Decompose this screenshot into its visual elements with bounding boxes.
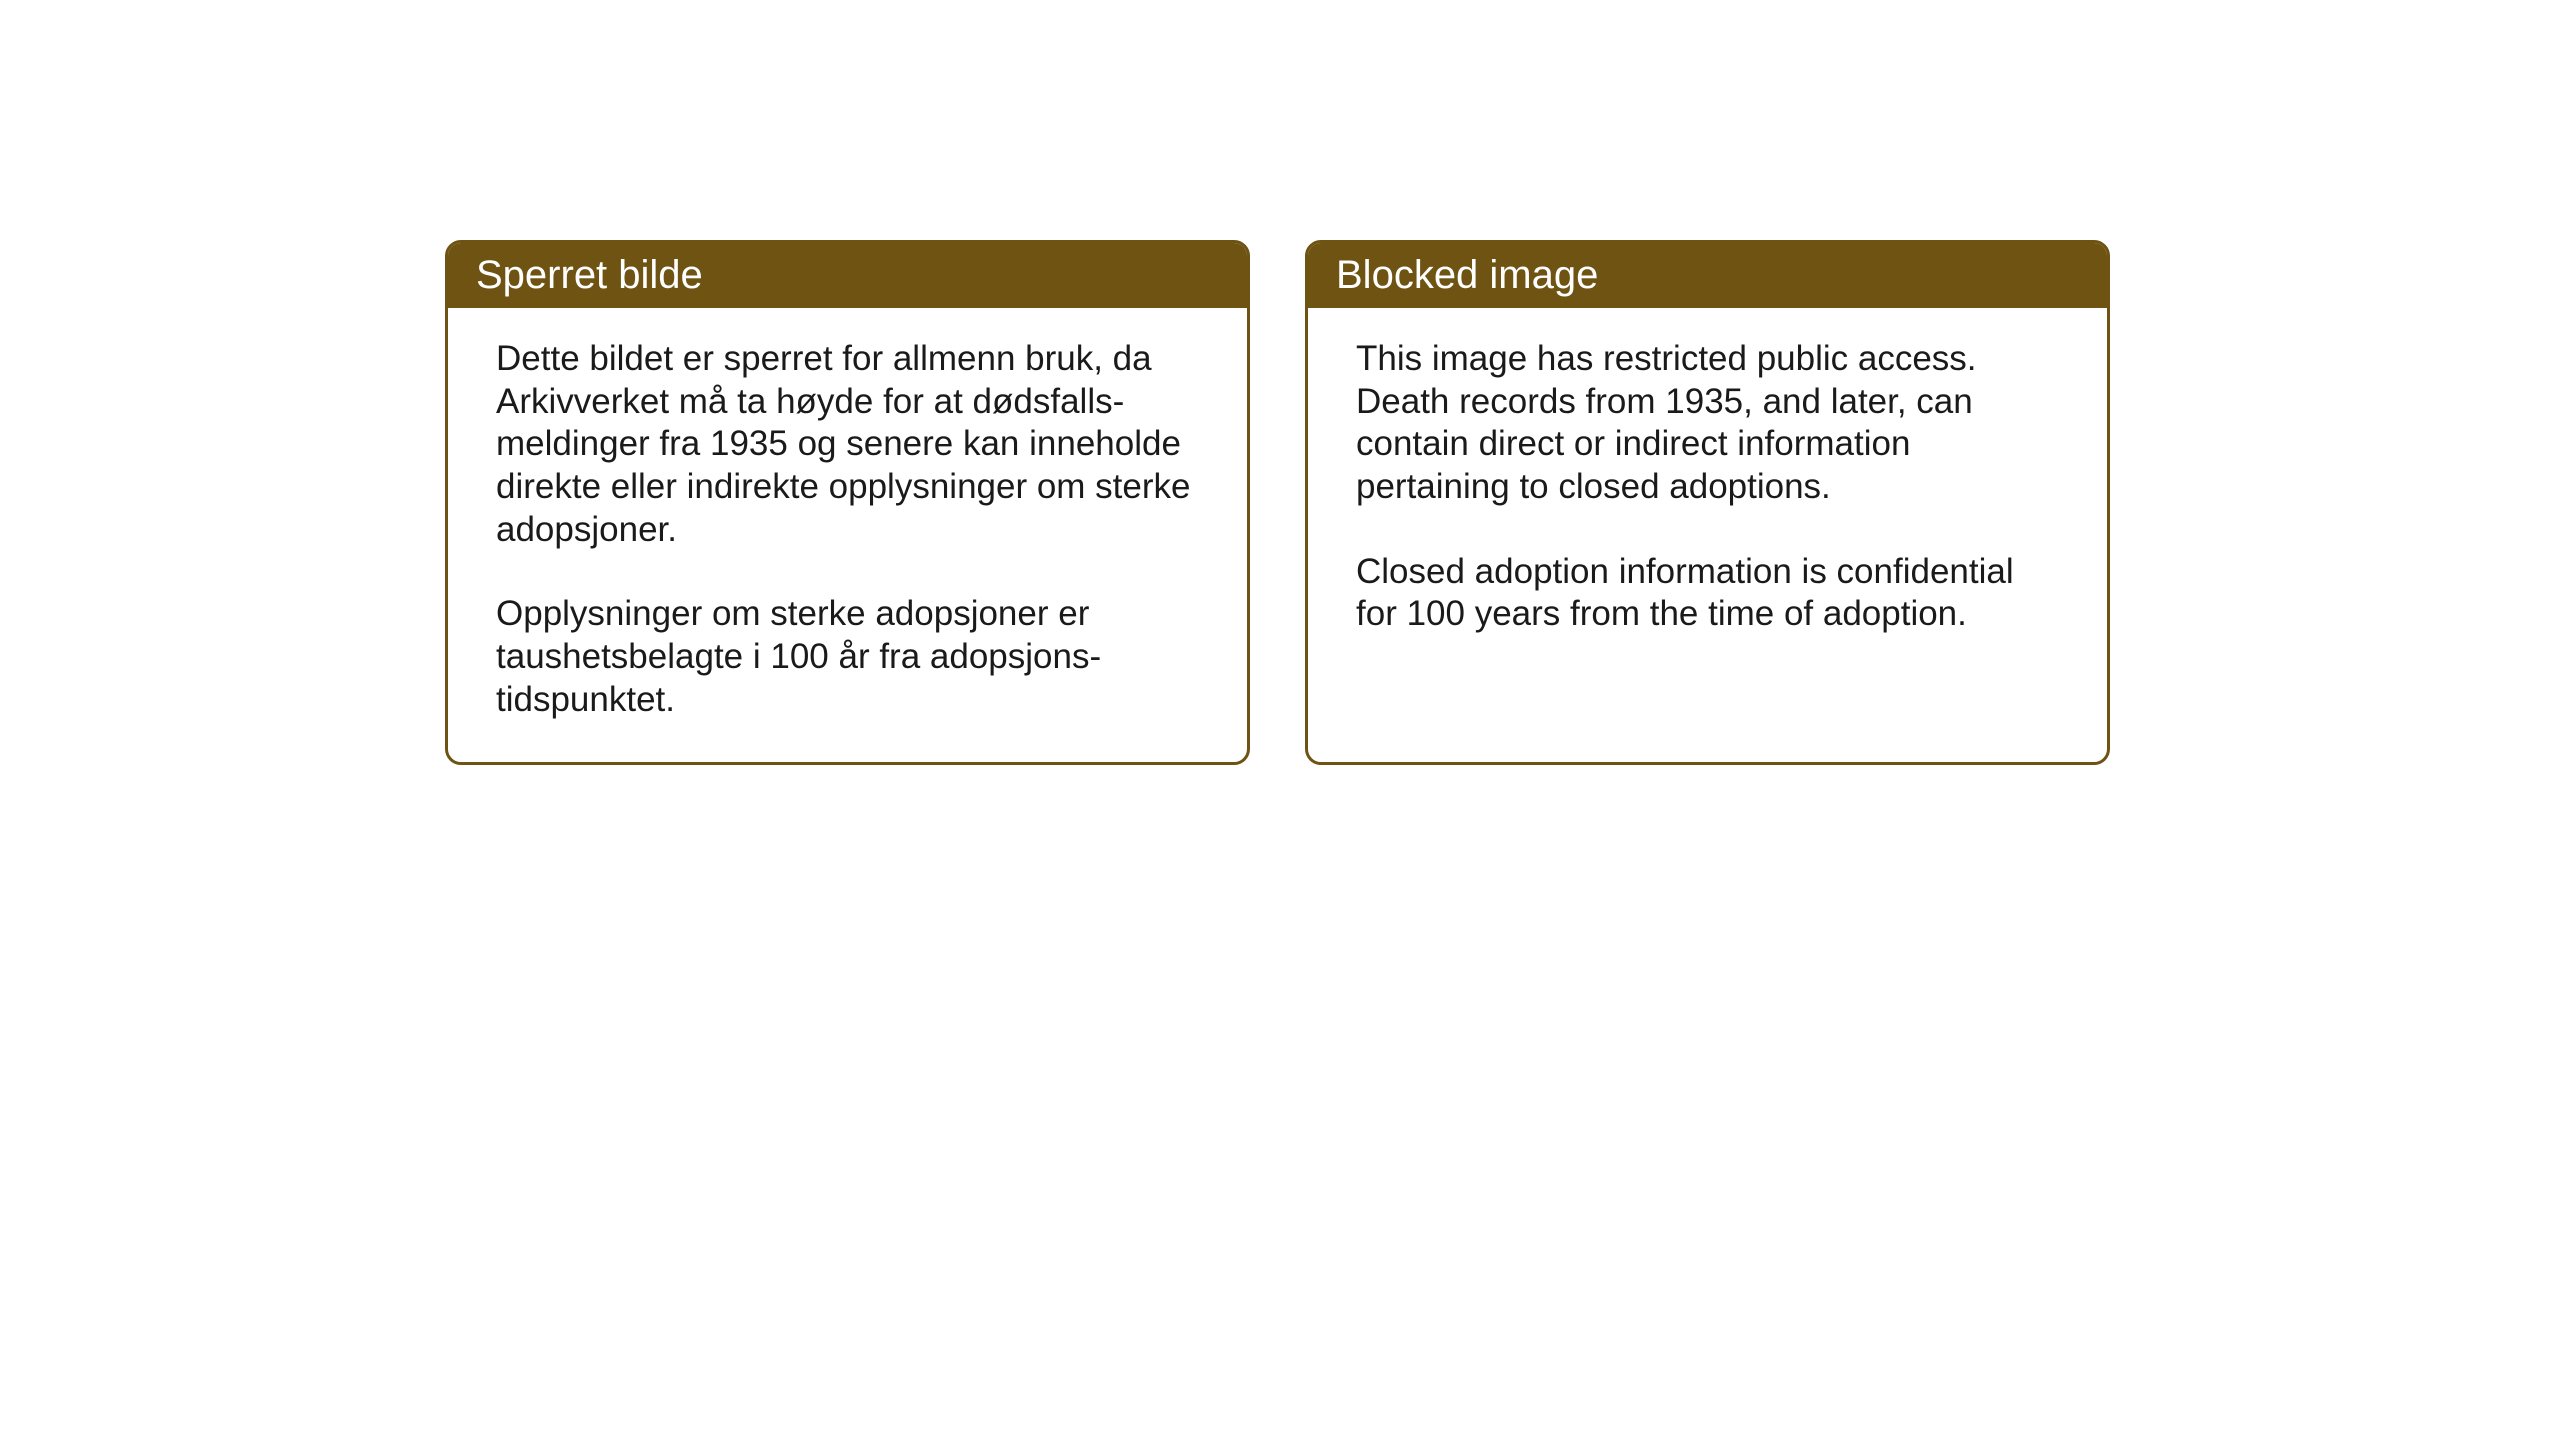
norwegian-paragraph-2: Opplysninger om sterke adopsjoner er tau… [496,593,1199,721]
english-paragraph-1: This image has restricted public access.… [1356,338,2059,509]
norwegian-card-title: Sperret bilde [448,243,1247,308]
english-notice-card: Blocked image This image has restricted … [1305,240,2110,765]
english-card-title: Blocked image [1308,243,2107,308]
norwegian-notice-card: Sperret bilde Dette bildet er sperret fo… [445,240,1250,765]
notice-cards-container: Sperret bilde Dette bildet er sperret fo… [445,240,2110,765]
english-paragraph-2: Closed adoption information is confident… [1356,551,2059,636]
english-card-body: This image has restricted public access.… [1308,308,2107,753]
norwegian-paragraph-1: Dette bildet er sperret for allmenn bruk… [496,338,1199,551]
norwegian-card-body: Dette bildet er sperret for allmenn bruk… [448,308,1247,762]
